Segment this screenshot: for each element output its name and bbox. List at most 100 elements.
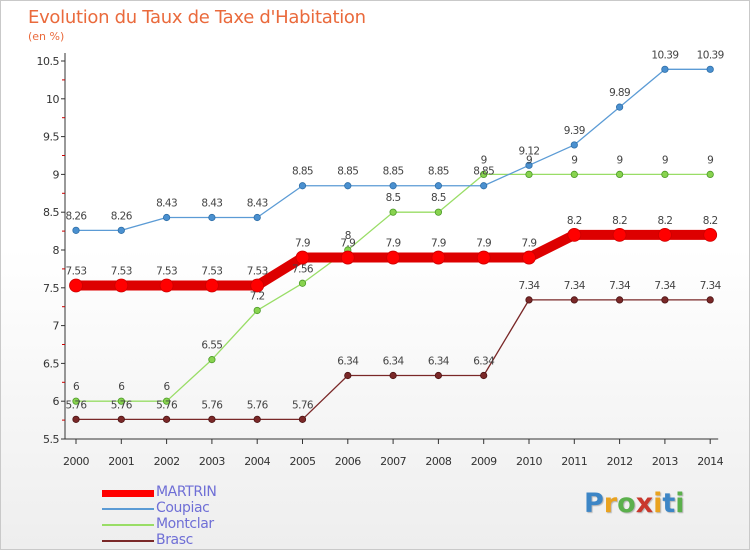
y-tick-label: 10 (46, 93, 59, 106)
data-point-montclar (706, 170, 714, 178)
data-point-montclar (253, 306, 261, 315)
legend-swatch (102, 524, 154, 526)
data-point-martrin (204, 278, 219, 293)
data-label-martrin: 8.2 (567, 215, 582, 227)
data-point-coupiac (208, 213, 216, 222)
data-point-brasc (661, 296, 669, 304)
data-point-coupiac (480, 182, 488, 190)
data-label-martrin: 8.2 (612, 215, 627, 227)
proxiti-logo: Proxiti (584, 488, 685, 519)
legend-label: Montclar (156, 516, 214, 532)
data-point-coupiac (253, 213, 261, 222)
data-point-montclar (117, 397, 125, 405)
data-label-coupiac: 10.39 (651, 49, 678, 61)
data-label-brasc: 5.76 (66, 399, 88, 411)
data-point-coupiac (117, 226, 125, 234)
data-label-montclar: 9 (707, 154, 713, 166)
data-point-brasc (163, 415, 171, 423)
x-tick-label: 2007 (380, 455, 406, 468)
data-point-martrin (340, 250, 355, 265)
logo-letter: o (617, 488, 636, 519)
y-tick-label: 10.5 (37, 55, 60, 68)
y-tick-label: 5.5 (43, 433, 59, 446)
data-label-martrin: 7.53 (66, 266, 87, 278)
y-tick-label: 6.5 (43, 357, 59, 370)
data-point-martrin (612, 227, 627, 242)
data-point-brasc (615, 296, 624, 304)
data-point-brasc (344, 371, 352, 380)
data-point-montclar (298, 279, 307, 287)
data-label-martrin: 7.9 (295, 238, 310, 250)
data-point-martrin (522, 250, 536, 265)
data-point-montclar (570, 170, 578, 178)
x-tick-label: 2000 (63, 455, 89, 468)
logo-letter: P (584, 488, 604, 519)
data-point-montclar (208, 356, 216, 364)
data-label-montclar: 9 (662, 154, 668, 166)
data-label-brasc: 5.76 (247, 399, 269, 411)
data-label-montclar: 8.5 (431, 192, 446, 204)
data-point-coupiac (389, 182, 397, 190)
y-tick-label: 9.5 (43, 131, 59, 144)
data-point-montclar (480, 170, 488, 178)
data-label-brasc: 5.76 (292, 399, 314, 411)
data-label-martrin: 7.9 (386, 238, 401, 250)
x-tick-label: 2014 (697, 455, 723, 468)
data-point-brasc (298, 415, 307, 423)
data-label-montclar: 6.55 (201, 340, 222, 352)
legend-label: MARTRIN (156, 484, 217, 500)
logo-letter: x (635, 488, 654, 519)
data-label-coupiac: 9.89 (609, 87, 630, 99)
data-point-coupiac (163, 213, 171, 222)
data-point-coupiac (72, 226, 80, 234)
data-label-montclar: 9 (481, 154, 487, 166)
data-label-coupiac: 8.43 (156, 197, 177, 209)
data-label-montclar: 6 (73, 381, 80, 393)
y-tick-label: 8.5 (43, 206, 59, 219)
logo-letter: i (653, 488, 663, 519)
data-point-brasc (706, 296, 714, 304)
data-point-montclar (163, 397, 171, 405)
data-point-martrin (295, 250, 310, 265)
y-tick-label: 9 (53, 168, 60, 181)
data-label-martrin: 7.53 (156, 266, 177, 278)
data-label-coupiac: 9.39 (564, 125, 585, 137)
data-label-brasc: 7.34 (700, 280, 722, 292)
data-point-brasc (208, 415, 216, 423)
y-tick-label: 8 (53, 244, 60, 257)
data-point-coupiac (615, 103, 624, 111)
chart-unit-label: (en %) (28, 30, 65, 43)
data-point-montclar (389, 208, 397, 216)
legend-label: Coupiac (156, 500, 210, 516)
data-label-martrin: 7.53 (201, 266, 222, 278)
data-label-montclar: 9 (617, 154, 623, 166)
data-point-martrin (476, 250, 491, 265)
data-label-coupiac: 9.12 (519, 145, 540, 157)
x-tick-label: 2004 (244, 455, 270, 468)
data-label-martrin: 7.9 (476, 238, 491, 250)
data-label-coupiac: 8.85 (292, 166, 313, 178)
data-label-coupiac: 8.43 (201, 197, 222, 209)
data-point-brasc (570, 296, 578, 304)
data-point-coupiac (706, 65, 714, 73)
x-tick-label: 2008 (425, 455, 451, 468)
data-label-brasc: 6.34 (337, 355, 359, 367)
x-tick-label: 2011 (561, 455, 587, 468)
data-label-brasc: 6.34 (473, 355, 495, 367)
data-point-coupiac (434, 182, 442, 190)
data-label-coupiac: 8.85 (473, 166, 494, 178)
data-point-montclar (525, 170, 533, 178)
data-label-coupiac: 8.26 (111, 210, 133, 222)
data-label-martrin: 7.53 (247, 266, 268, 278)
data-label-montclar: 6 (118, 381, 125, 393)
data-label-montclar: 7.2 (250, 290, 265, 302)
data-label-martrin: 8.2 (703, 215, 718, 227)
line-chart: 5.5 6 6.5 7 7.5 8 8.5 9 9.5 10 10.5 2000 2001 2002 200… (37, 49, 725, 468)
data-point-brasc (434, 371, 442, 380)
data-label-brasc: 5.76 (156, 399, 178, 411)
data-label-brasc: 5.76 (201, 399, 223, 411)
data-point-coupiac (298, 182, 307, 190)
data-point-brasc (480, 371, 488, 380)
data-label-brasc: 7.34 (654, 280, 676, 292)
